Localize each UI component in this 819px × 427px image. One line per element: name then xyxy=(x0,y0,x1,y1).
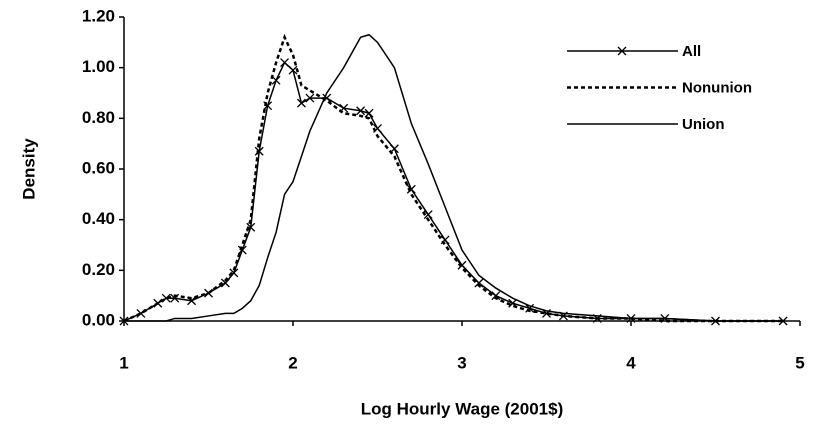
y-tick-label: 0.40 xyxy=(82,209,115,228)
marker xyxy=(406,184,416,194)
marker xyxy=(271,75,281,85)
y-tick-label: 0.60 xyxy=(82,158,115,177)
marker xyxy=(457,260,467,270)
marker xyxy=(364,108,374,118)
marker xyxy=(220,278,230,288)
x-tick-label: 5 xyxy=(795,353,804,372)
y-tick-label: 0.20 xyxy=(82,260,115,279)
series-line xyxy=(123,61,784,322)
marker xyxy=(305,93,315,103)
y-tick-label: 0.00 xyxy=(82,310,115,329)
marker xyxy=(229,268,239,278)
marker xyxy=(280,58,290,68)
series-line xyxy=(123,33,784,323)
series-line xyxy=(124,33,784,322)
marker xyxy=(356,106,366,116)
x-tick-label: 1 xyxy=(119,353,128,372)
marker xyxy=(237,245,247,255)
legend-label: All xyxy=(682,43,701,60)
marker xyxy=(474,278,484,288)
marker xyxy=(296,98,306,108)
marker xyxy=(423,210,433,220)
y-tick-label: 0.80 xyxy=(82,108,115,127)
x-tick-label: 4 xyxy=(626,353,636,372)
y-tick-label: 1.20 xyxy=(82,6,115,25)
y-tick-label: 1.00 xyxy=(82,57,115,76)
marker xyxy=(288,65,298,75)
y-axis-title: Density xyxy=(19,138,38,200)
legend-marker xyxy=(617,46,627,56)
legend-label: Nonunion xyxy=(682,79,752,96)
legend-label: Union xyxy=(682,116,725,133)
x-tick-label: 2 xyxy=(288,353,297,372)
marker xyxy=(491,291,501,301)
x-tick-label: 3 xyxy=(457,353,466,372)
x-axis-title: Log Hourly Wage (2001$) xyxy=(361,399,563,418)
